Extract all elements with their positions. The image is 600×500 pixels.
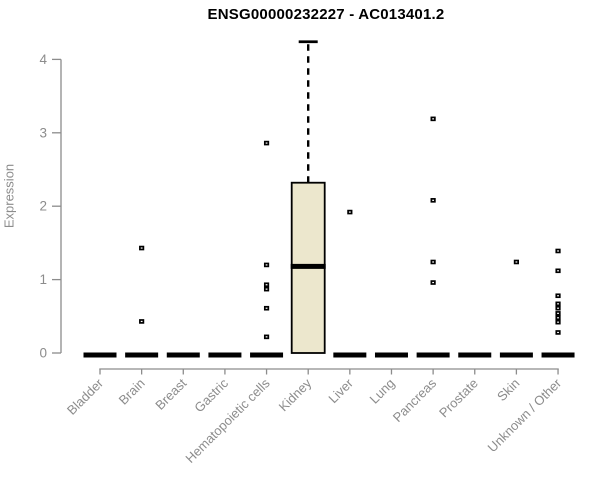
outlier-point-center — [265, 288, 268, 290]
x-tick-label: Prostate — [436, 376, 481, 421]
median-line — [290, 263, 326, 269]
outlier-point-center — [557, 317, 559, 319]
zero-box — [166, 352, 200, 358]
zero-box — [333, 352, 367, 358]
x-tick-label: Gastric — [191, 375, 231, 415]
zero-box — [125, 352, 159, 358]
outlier-point-center — [432, 118, 435, 120]
y-tick-label: 3 — [39, 125, 47, 140]
outlier-point-center — [557, 321, 559, 323]
y-tick-label: 4 — [39, 52, 47, 67]
outlier-point-center — [557, 307, 559, 309]
outlier-point-center — [432, 261, 435, 263]
outlier-point-center — [557, 331, 559, 334]
x-tick-label: Lung — [367, 376, 398, 407]
outlier-point-center — [515, 261, 518, 263]
x-tick-label: Skin — [494, 376, 522, 404]
outlier-point-center — [265, 336, 268, 338]
outlier-point-center — [557, 303, 559, 305]
zero-box — [83, 352, 117, 358]
x-tick-label: Breast — [152, 375, 189, 412]
outlier-point-center — [140, 320, 143, 323]
y-tick-label: 0 — [39, 346, 47, 361]
x-tick-label: Brain — [116, 376, 148, 408]
x-tick-label: Kidney — [276, 375, 315, 414]
outlier-point-center — [140, 247, 143, 249]
y-tick-label: 1 — [39, 272, 47, 287]
outlier-point-center — [557, 270, 559, 272]
x-tick-label: Pancreas — [390, 375, 440, 425]
y-tick-label: 2 — [39, 199, 47, 214]
zero-box — [416, 352, 450, 358]
outlier-point-center — [265, 142, 268, 144]
outlier-point-center — [265, 307, 268, 309]
outlier-point-center — [348, 211, 351, 213]
outlier-point-center — [557, 312, 559, 314]
zero-box — [499, 352, 533, 358]
x-tick-label: Liver — [325, 375, 356, 406]
outlier-point-center — [557, 250, 559, 252]
zero-box — [250, 352, 284, 358]
zero-box — [541, 352, 575, 358]
x-tick-label: Bladder — [64, 375, 107, 418]
outlier-point-center — [432, 199, 435, 201]
outlier-point-center — [265, 284, 268, 286]
chart-title: ENSG00000232227 - AC013401.2 — [207, 6, 445, 23]
outlier-point-center — [557, 295, 559, 297]
zero-box — [374, 352, 408, 358]
zero-box — [208, 352, 242, 358]
x-tick-label: Unknown / Other — [485, 375, 565, 455]
outlier-point-center — [432, 281, 435, 284]
zero-box — [458, 352, 492, 358]
outlier-point-center — [265, 264, 268, 266]
